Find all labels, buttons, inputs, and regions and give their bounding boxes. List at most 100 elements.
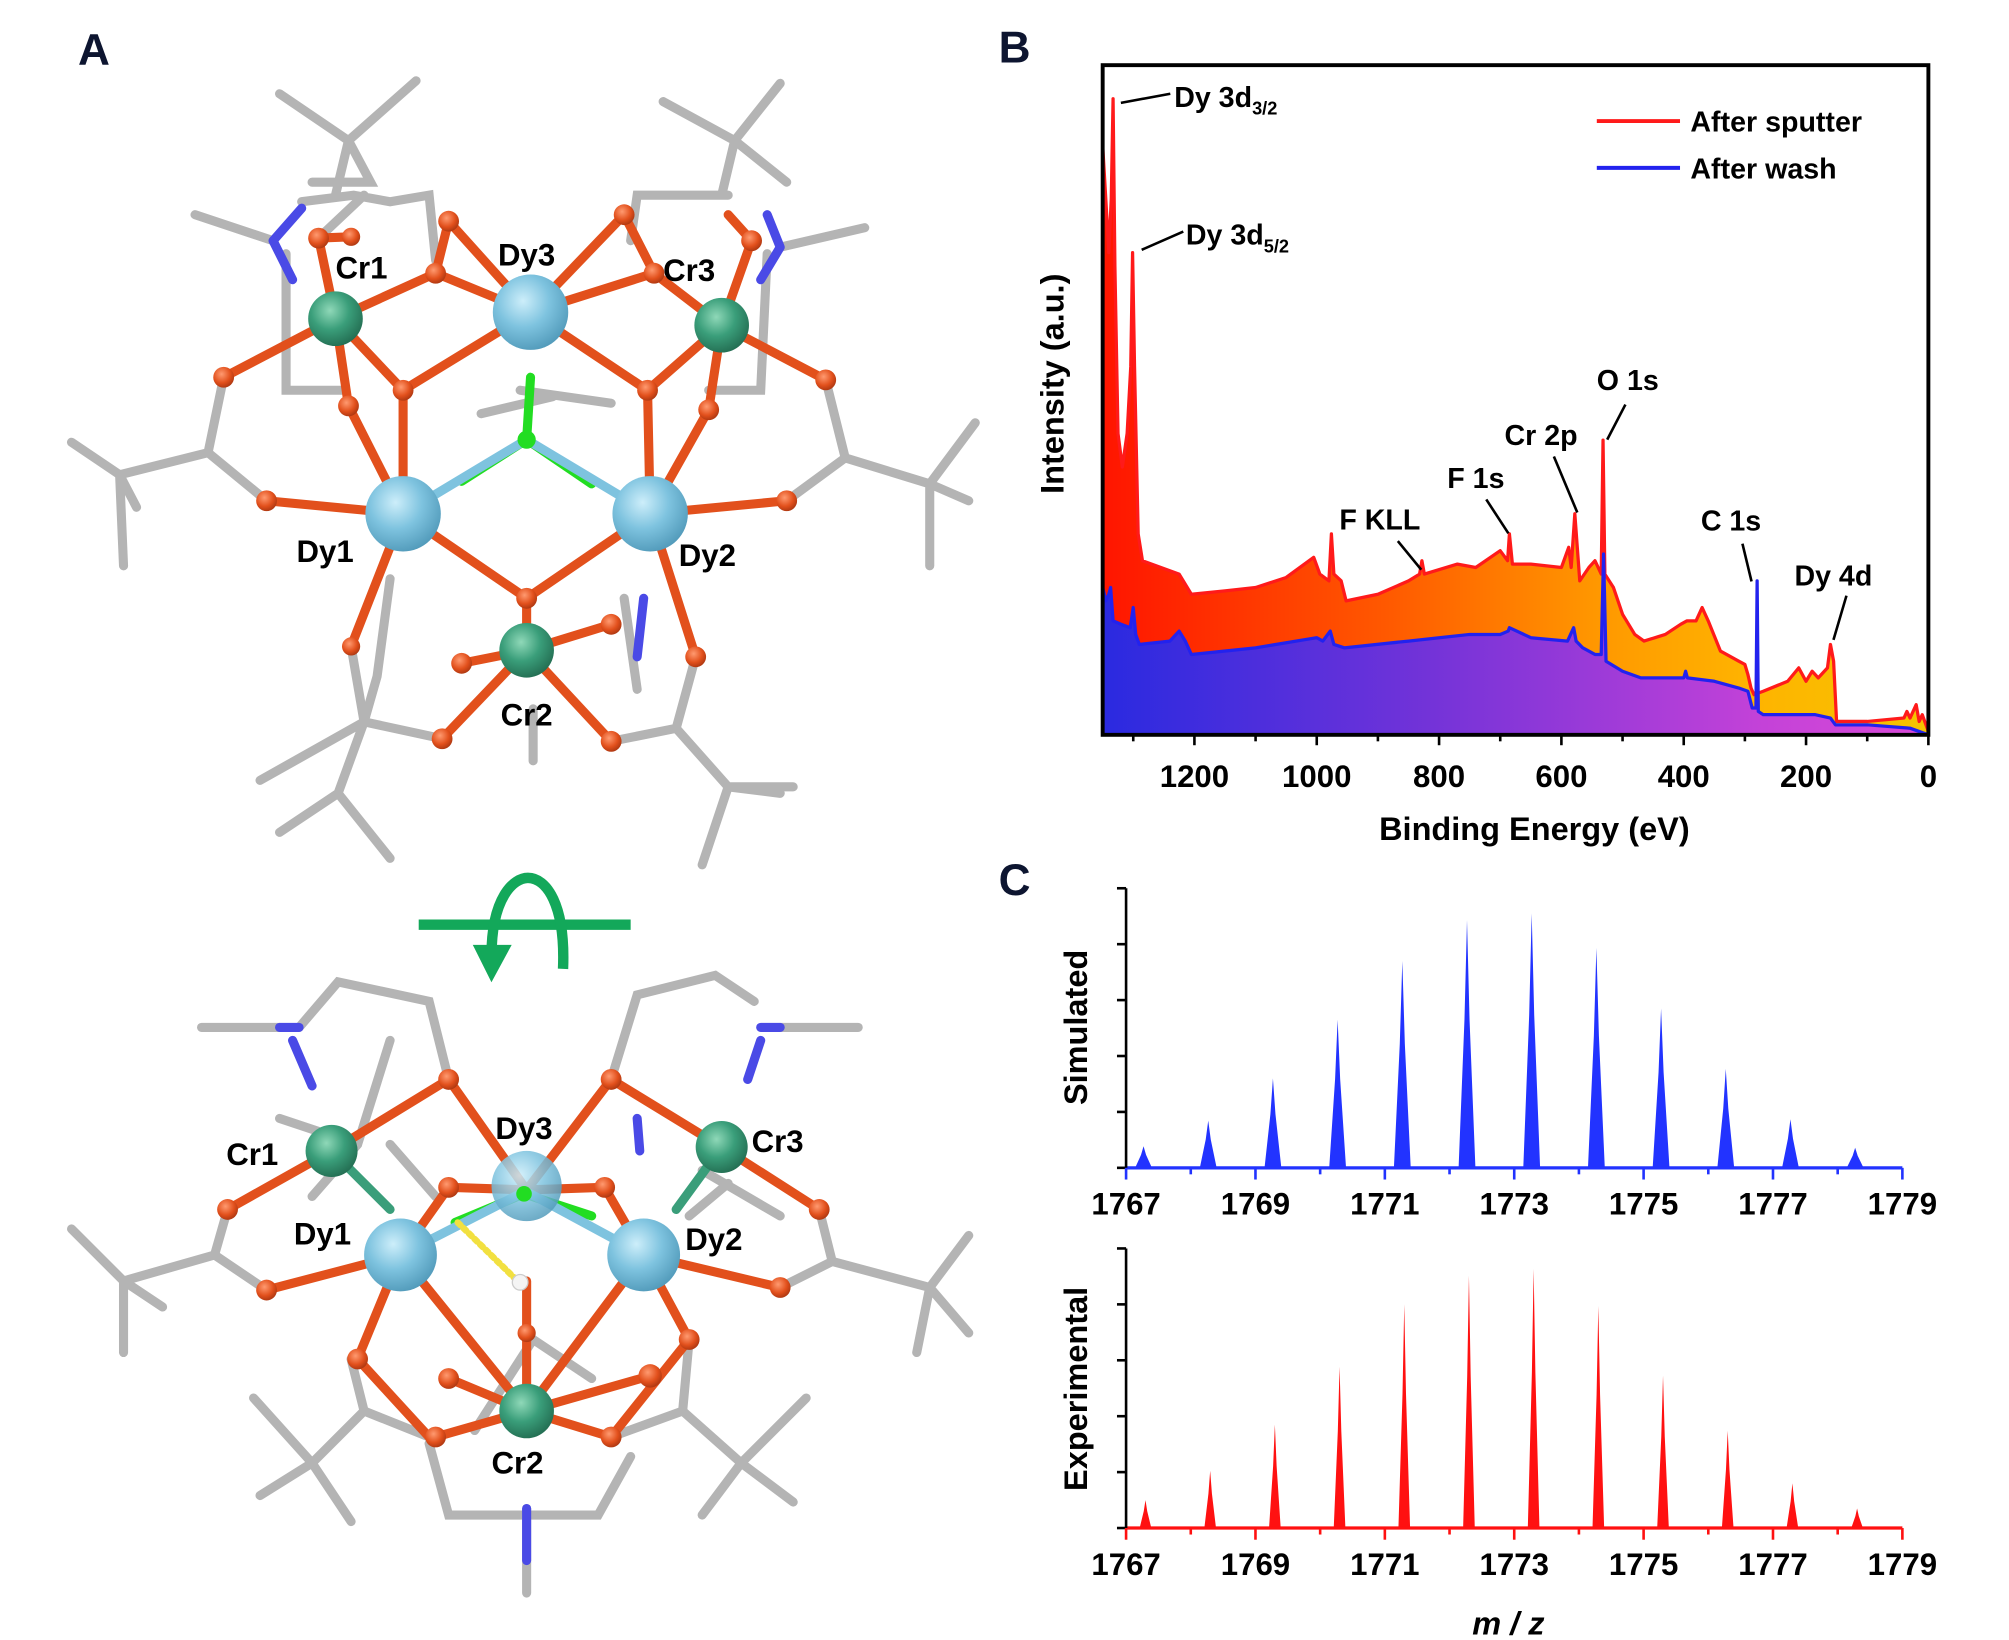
- annotation-o1s: O 1s: [1597, 365, 1659, 397]
- peak-bar: [1393, 960, 1411, 1168]
- atom-label-dy1: Dy1: [294, 1217, 351, 1252]
- peak-bar: [1652, 1008, 1670, 1168]
- x-tick-label: 400: [1658, 759, 1710, 794]
- annotation-dy3d32: Dy 3d3/2: [1174, 82, 1277, 119]
- x-axis-title: Binding Energy (eV): [1379, 811, 1690, 847]
- atom-label-dy2: Dy2: [685, 1222, 742, 1257]
- atom-label-dy3: Dy3: [495, 1111, 552, 1146]
- x-tick-label: 200: [1780, 759, 1832, 794]
- x-tick-label: 1769: [1221, 1547, 1290, 1582]
- x-tick-label: 1769: [1221, 1187, 1290, 1222]
- molecule-side-view: Cr1 Dy3 Cr3 Dy1 Dy2 Cr2: [66, 970, 974, 1598]
- oxygen-atoms: [217, 1069, 830, 1448]
- x-tick-label: 600: [1535, 759, 1587, 794]
- peak-bar: [1264, 1078, 1282, 1168]
- atom-label-dy1: Dy1: [296, 534, 353, 569]
- area-fill-wash: [1102, 553, 1929, 735]
- x-tick-label: 1779: [1868, 1547, 1937, 1582]
- atom-label-dy3: Dy3: [498, 237, 555, 272]
- annotation-c1s: C 1s: [1701, 506, 1761, 538]
- peak-bar: [1717, 1068, 1735, 1168]
- legend: After sputter After wash: [1596, 106, 1862, 185]
- fluorine-atom: [517, 430, 536, 449]
- peak-bar: [1333, 1366, 1346, 1529]
- annotation-dy3d52: Dy 3d5/2: [1186, 220, 1289, 257]
- annotation-dy4d: Dy 4d: [1794, 560, 1872, 592]
- peak-bar: [1846, 1147, 1864, 1168]
- peak-bar: [1139, 1500, 1152, 1529]
- legend-label-sputter: After sputter: [1690, 106, 1862, 138]
- area-fill-sputter: [1102, 98, 1929, 735]
- panel-label-a: A: [78, 26, 110, 75]
- plot-frame: [1100, 63, 1931, 737]
- series-line-wash: [1101, 552, 1929, 737]
- annotation-fkll: F KLL: [1339, 504, 1420, 536]
- molecule-top-view: Cr1 Dy3 Cr3 Dy1 Dy2 Cr2: [66, 76, 980, 870]
- hydrogen-atom: [511, 1273, 529, 1291]
- x-tick-label: 1775: [1609, 1547, 1678, 1582]
- peak-bar: [1398, 1304, 1411, 1529]
- atom-dy1: [365, 476, 441, 552]
- peak-bar: [1329, 1019, 1347, 1168]
- y-axis-title-simulated: Simulated: [1058, 950, 1094, 1105]
- atom-label-dy2: Dy2: [679, 538, 736, 573]
- peak-bar: [1523, 913, 1541, 1168]
- atom-dy3: [491, 1150, 562, 1222]
- atom-cr3: [695, 1121, 748, 1174]
- nitrogen-bonds: [275, 1022, 785, 1566]
- x-tick-label: 1775: [1609, 1187, 1678, 1222]
- annotation-cr2p: Cr 2p: [1504, 420, 1577, 452]
- peak-bar: [1458, 920, 1476, 1168]
- x-tick-label: 1767: [1091, 1187, 1160, 1222]
- peak-bar: [1592, 1306, 1605, 1529]
- peak-annotations: [1120, 92, 1848, 641]
- atom-label-cr2: Cr2: [492, 1445, 544, 1480]
- x-tick-label: 1779: [1868, 1187, 1937, 1222]
- peak-bar: [1782, 1119, 1799, 1168]
- peak-bar: [1527, 1268, 1540, 1529]
- carbon-framework: [66, 76, 980, 870]
- x-tick-label: 1777: [1738, 1187, 1807, 1222]
- atom-cr2: [499, 623, 554, 678]
- oxygen-atoms: [213, 204, 837, 752]
- panel-label-b: B: [999, 24, 1031, 73]
- peak-bar: [1587, 947, 1605, 1168]
- y-axis-title: Intensity (a.u.): [1035, 274, 1071, 494]
- x-tick-label: 1777: [1738, 1547, 1807, 1582]
- peak-bar: [1786, 1483, 1799, 1529]
- y-axis-title-experimental: Experimental: [1058, 1287, 1094, 1491]
- x-tick-label: 1767: [1091, 1547, 1160, 1582]
- x-tick-label: 1773: [1480, 1187, 1549, 1222]
- atom-label-cr1: Cr1: [226, 1137, 278, 1172]
- atom-dy3: [492, 274, 569, 350]
- x-tick-label: 0: [1920, 759, 1937, 794]
- ms-simulated-chart: 1767 1769 1771 1773 1775 1777 1779: [1091, 886, 1937, 1222]
- peak-bar: [1851, 1508, 1863, 1529]
- x-tick-label: 1000: [1282, 759, 1351, 794]
- peak-bar: [1135, 1146, 1152, 1168]
- rotation-arrow-icon: [418, 872, 631, 983]
- xps-chart: 1200 1000 800 600 400 200 0 Binding Energy (eV…: [1035, 63, 1937, 847]
- peak-bar: [1721, 1430, 1734, 1529]
- fluorine-atom: [516, 1186, 532, 1202]
- x-tick-label: 1200: [1160, 759, 1229, 794]
- nitrogen-bonds: [268, 203, 785, 662]
- peak-bar: [1204, 1470, 1217, 1529]
- panel-label-c: C: [999, 856, 1031, 905]
- atom-dy2: [607, 1218, 681, 1292]
- peak-bar: [1199, 1120, 1217, 1168]
- x-tick-label: 1773: [1480, 1547, 1549, 1582]
- x-tick-label: 1771: [1350, 1187, 1419, 1222]
- x-tick-label: 1771: [1350, 1547, 1419, 1582]
- atom-label-cr1: Cr1: [335, 250, 387, 285]
- atom-dy1: [364, 1218, 437, 1292]
- atom-cr1: [308, 291, 363, 347]
- annotation-f1s: F 1s: [1447, 463, 1504, 495]
- atom-dy2: [612, 476, 688, 552]
- series-line-sputter: [1101, 97, 1930, 733]
- peak-bar: [1269, 1424, 1281, 1529]
- atom-label-cr3: Cr3: [752, 1124, 804, 1159]
- atom-cr1: [305, 1124, 358, 1177]
- peak-bar: [1657, 1375, 1669, 1529]
